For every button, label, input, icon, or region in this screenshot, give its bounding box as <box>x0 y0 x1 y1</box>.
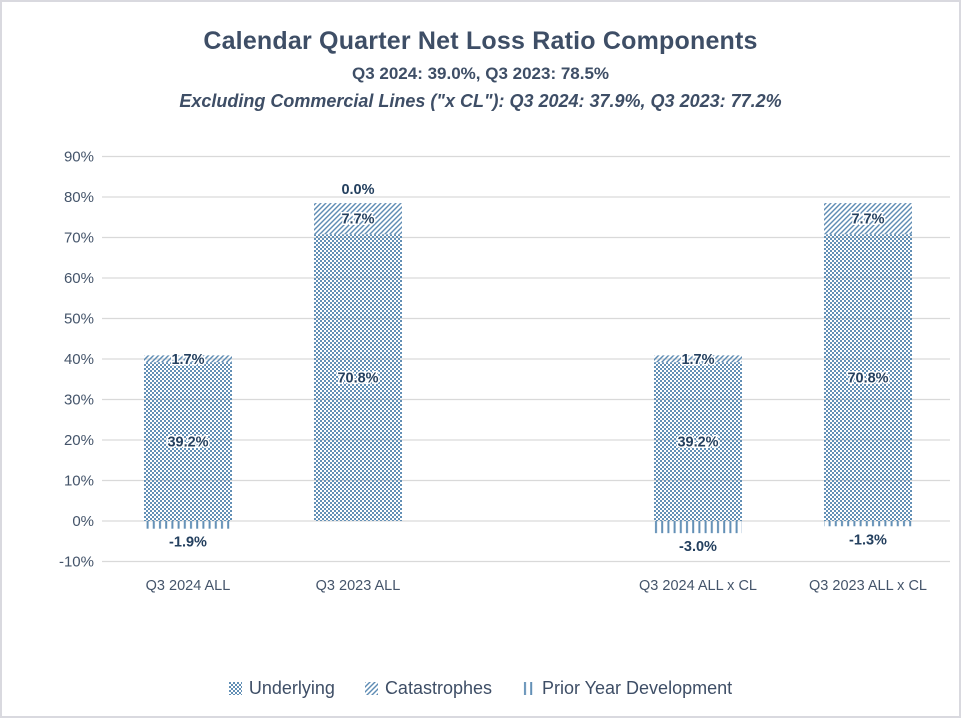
data-label: 70.8% <box>847 371 888 387</box>
data-label: -3.0% <box>679 539 717 555</box>
data-label: -1.3% <box>849 532 887 548</box>
bar-segment-underlying <box>144 362 232 521</box>
legend-label: Catastrophes <box>384 678 492 698</box>
bar-segment-catastrophes <box>314 203 402 235</box>
legend-item-underlying: Underlying <box>228 678 335 699</box>
checker-pattern-icon <box>228 682 242 695</box>
y-tick-label: 0% <box>72 513 94 530</box>
data-label: 7.7% <box>851 212 884 228</box>
y-tick-label: -10% <box>59 554 94 571</box>
y-tick-label: 50% <box>64 311 94 328</box>
category-label: Q3 2024 ALL <box>146 578 231 594</box>
y-tick-label: 80% <box>64 189 94 206</box>
bar-segment-catastrophes <box>144 355 232 363</box>
chart-header: Calendar Quarter Net Loss Ratio Componen… <box>2 27 959 112</box>
data-label: 70.8% <box>337 371 378 387</box>
category-label: Q3 2023 ALL <box>316 578 401 594</box>
data-label: -1.9% <box>169 535 207 551</box>
chart-legend: Underlying Catastrophes Prior Year Devel… <box>2 678 959 699</box>
data-label: 1.7% <box>171 352 204 368</box>
chart-subtitle-excl-cl: Excluding Commercial Lines ("x CL"): Q3 … <box>179 91 782 111</box>
chart-title: Calendar Quarter Net Loss Ratio Componen… <box>203 27 758 55</box>
legend-label: Underlying <box>248 678 335 698</box>
category-label: Q3 2024 ALL x CL <box>639 578 757 594</box>
data-label: 7.7% <box>341 212 374 228</box>
data-labels: 39.2% 1.7% -1.9% Q3 2024 ALL 70.8% 7.7% 0.0% Q3… <box>146 181 927 594</box>
bar-segment-prior-year-development <box>144 521 232 529</box>
legend-item-catastrophes: Catastrophes <box>364 678 492 699</box>
vertical-bars-icon <box>522 682 535 695</box>
bar-segment-prior-year-development <box>654 521 742 534</box>
y-tick-label: 90% <box>64 149 94 166</box>
bar-segment-catastrophes <box>824 203 912 235</box>
bar-segment-prior-year-development <box>824 521 912 527</box>
y-tick-label: 40% <box>64 351 94 368</box>
bar-segment-underlying <box>314 234 402 521</box>
data-label: 39.2% <box>167 435 208 451</box>
bar-segment-underlying <box>824 234 912 521</box>
legend-item-prior-year-development: Prior Year Development <box>522 678 732 699</box>
y-tick-label: 20% <box>64 432 94 449</box>
diagonal-hatch-icon <box>364 682 378 695</box>
y-tick-label: 60% <box>64 270 94 287</box>
y-tick-label: 70% <box>64 230 94 247</box>
y-tick-label: 30% <box>64 392 94 409</box>
gridlines: 90% 80% 70% 60% 50% 40% 30% 20% 10% 0% -10% <box>59 149 950 571</box>
bar-segment-underlying <box>654 362 742 521</box>
chart-subtitle: Q3 2024: 39.0%, Q3 2023: 78.5% <box>351 64 610 83</box>
category-label: Q3 2023 ALL x CL <box>809 578 927 594</box>
bar-segment-catastrophes <box>654 355 742 363</box>
data-label: 0.0% <box>341 182 374 198</box>
y-tick-label: 10% <box>64 473 94 490</box>
data-label: 1.7% <box>681 352 714 368</box>
data-label: 39.2% <box>677 435 718 451</box>
bars <box>144 203 912 534</box>
legend-label: Prior Year Development <box>542 678 733 698</box>
